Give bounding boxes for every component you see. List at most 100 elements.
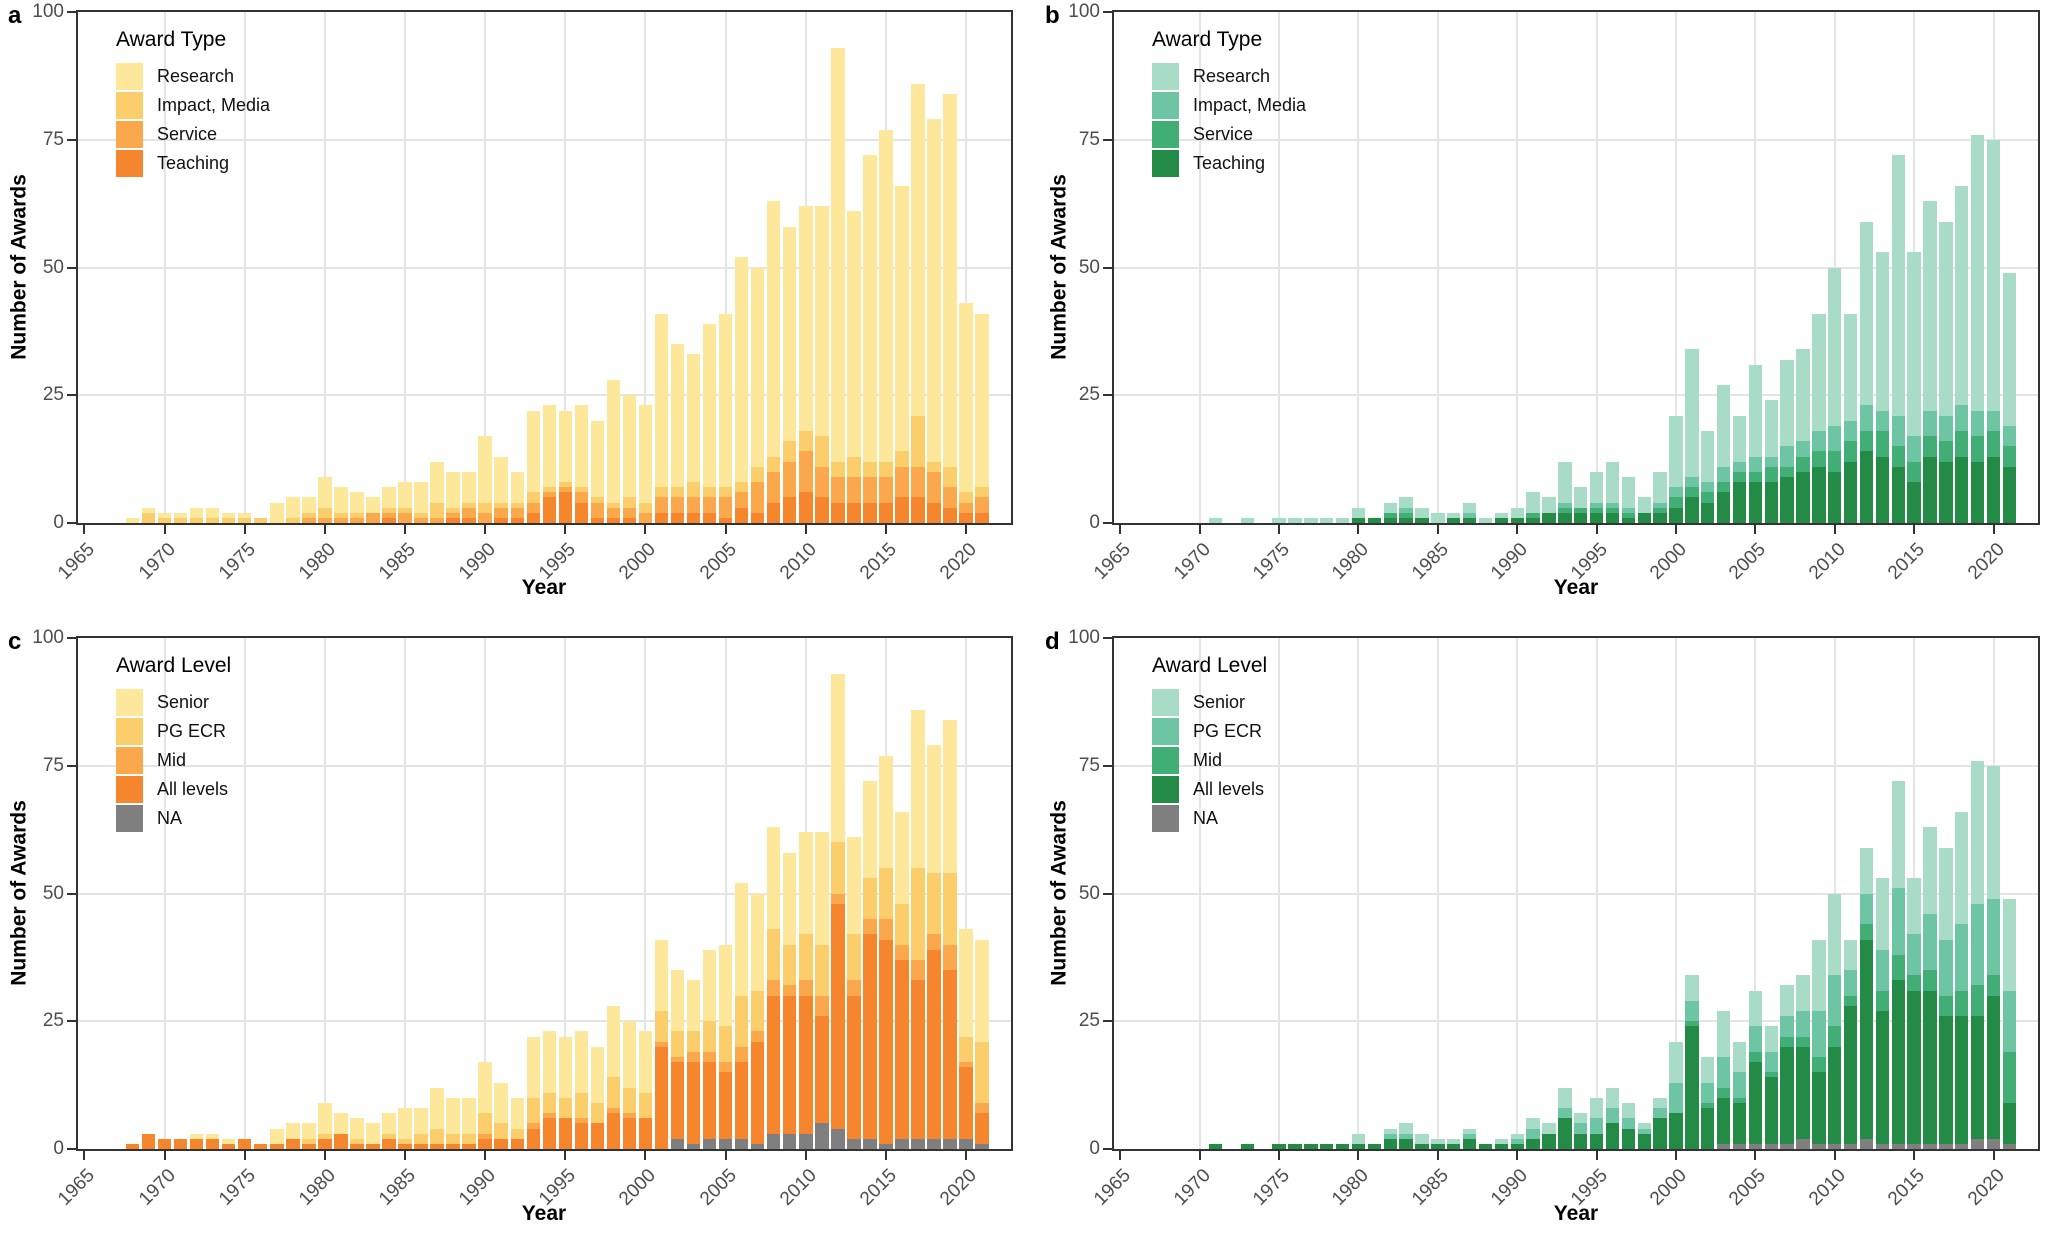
bar-segment [1685, 1000, 1699, 1022]
x-tick-label: 2015 [1884, 1165, 1930, 1210]
bar-segment [895, 811, 909, 904]
bar-segment [1971, 410, 1985, 437]
bar-segment [510, 1097, 524, 1129]
bar-segment [702, 949, 717, 1022]
bar-segment [1780, 985, 1794, 1017]
bar-segment [526, 1036, 540, 1098]
bar-segment [1415, 1133, 1429, 1144]
bar-segment [975, 939, 989, 1042]
bar-segment [815, 497, 829, 523]
legend-item-label: Impact, Media [157, 95, 271, 115]
bar-segment [718, 497, 733, 518]
bar-segment [622, 1021, 637, 1088]
bar-segment [943, 487, 957, 508]
bar-segment [622, 395, 637, 498]
bar-segment [1891, 466, 1905, 523]
bar-segment [799, 832, 813, 935]
legend-title: Award Level [116, 654, 232, 677]
bar-segment [622, 507, 637, 518]
v-gridline [484, 12, 487, 523]
bar-segment [895, 185, 909, 452]
bar-segment [1748, 456, 1763, 472]
bar-segment [1589, 1118, 1604, 1134]
bar-segment [542, 1092, 557, 1114]
x-tick-label: 1970 [1169, 539, 1215, 584]
plot-area-c: Award Level Senior PG ECR Mid All levels NA [76, 636, 1013, 1151]
bar-segment [494, 1123, 508, 1139]
bar-segment [943, 507, 957, 523]
bar-segment [606, 1108, 621, 1114]
legend-swatch [116, 63, 143, 90]
bar-segment [1431, 512, 1445, 523]
panel-b: b Number of Awards Award Type Research Im… [1025, 0, 2050, 625]
bar-segment [911, 83, 925, 416]
y-axis-tick [1103, 11, 1112, 13]
bar-segment [462, 471, 476, 503]
bar-segment [1843, 970, 1858, 996]
bar-segment [1843, 313, 1858, 421]
bar-segment [1732, 1097, 1747, 1104]
v-gridline [1675, 638, 1678, 1149]
bar-segment [558, 1097, 573, 1119]
bar-segment [670, 487, 685, 498]
bar-segment [670, 1031, 685, 1058]
bar-segment [462, 1143, 476, 1149]
bar-segment [911, 497, 925, 523]
bar-segment [350, 492, 364, 513]
bar-segment [430, 517, 444, 523]
bar-segment [783, 995, 797, 1134]
y-tick-label: 50 [42, 256, 64, 278]
bar-segment [1462, 1133, 1477, 1139]
h-gridline [1114, 764, 2038, 767]
x-axis-tick [564, 525, 567, 534]
bar-segment [270, 1128, 284, 1144]
bar-segment [1494, 517, 1509, 523]
x-axis-tick [1119, 525, 1122, 534]
bar-segment [1558, 1108, 1572, 1119]
bar-segment [1526, 1118, 1540, 1129]
bar-segment [1971, 985, 1985, 1017]
bar-segment [1748, 364, 1763, 457]
y-tick-label: 75 [42, 128, 64, 150]
bar-segment [1494, 1138, 1509, 1144]
x-tick-label: 1980 [294, 539, 340, 584]
x-axis-tick [564, 1151, 567, 1160]
x-axis-tick [83, 525, 86, 534]
bar-segment [1764, 1143, 1778, 1149]
bar-segment [606, 1005, 621, 1078]
bar-segment [1716, 1087, 1731, 1098]
bar-segment [718, 1072, 733, 1139]
bar-segment [654, 313, 669, 488]
bar-segment [430, 1143, 444, 1149]
y-axis-tick [1103, 892, 1112, 895]
bar-segment [863, 461, 877, 478]
x-axis-tick [1754, 1151, 1757, 1160]
y-axis-tick [1103, 394, 1112, 397]
bar-segment [799, 934, 813, 981]
bar-segment [1732, 482, 1747, 523]
bar-segment [574, 1092, 589, 1119]
plot-area-b: Award Type Research Impact, Media Service T… [1112, 10, 2040, 525]
legend-item-label: All levels [157, 779, 229, 799]
bar-segment [975, 497, 989, 513]
bar-segment [1955, 1016, 1969, 1144]
bar-segment [382, 1113, 396, 1134]
x-tick-label: 2010 [1804, 539, 1850, 584]
x-axis-tick [1992, 1151, 1995, 1160]
bar-segment [1510, 507, 1524, 518]
bar-segment [959, 492, 973, 503]
x-axis-tick [1675, 525, 1678, 534]
bar-segment [1764, 466, 1778, 483]
bar-segment [638, 512, 653, 523]
legend-item: Impact, Media [116, 91, 270, 120]
bar-segment [1542, 512, 1556, 523]
legend-item-label: Teaching [1193, 153, 1266, 173]
x-axis-tick [484, 1151, 487, 1160]
bar-segment [574, 502, 589, 523]
bar-segment [1685, 487, 1699, 498]
v-gridline [965, 638, 968, 1149]
bar-segment [911, 466, 925, 498]
bar-segment [366, 1143, 380, 1149]
bar-segment [558, 482, 573, 488]
bar-segment [1208, 1143, 1223, 1149]
